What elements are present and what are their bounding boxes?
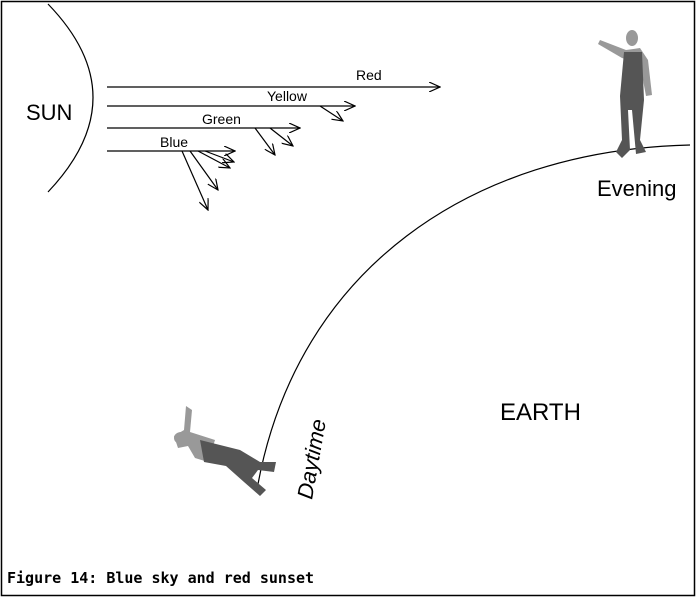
scatter	[204, 150, 234, 162]
caption: Figure 14: Blue sky and red sunset	[7, 569, 314, 587]
ray-label: Green	[202, 111, 241, 127]
scatter	[254, 127, 275, 155]
rays	[107, 87, 440, 210]
ray-label: Yellow	[267, 88, 308, 104]
sun-label: SUN	[26, 100, 72, 125]
evening-person	[598, 30, 652, 158]
scatter	[197, 150, 230, 168]
scatter	[269, 127, 293, 146]
scatter	[181, 150, 208, 210]
daytime-person	[174, 406, 276, 496]
earth-arc	[257, 144, 691, 485]
evening-label: Evening	[597, 176, 677, 201]
ray-label: Blue	[160, 134, 188, 150]
sun-arc	[47, 3, 94, 193]
ray-label: Red	[356, 67, 382, 83]
earth-label: EARTH	[500, 399, 581, 426]
scatter	[319, 105, 343, 121]
scatter	[189, 150, 218, 190]
daytime-label: Daytime	[292, 417, 331, 501]
